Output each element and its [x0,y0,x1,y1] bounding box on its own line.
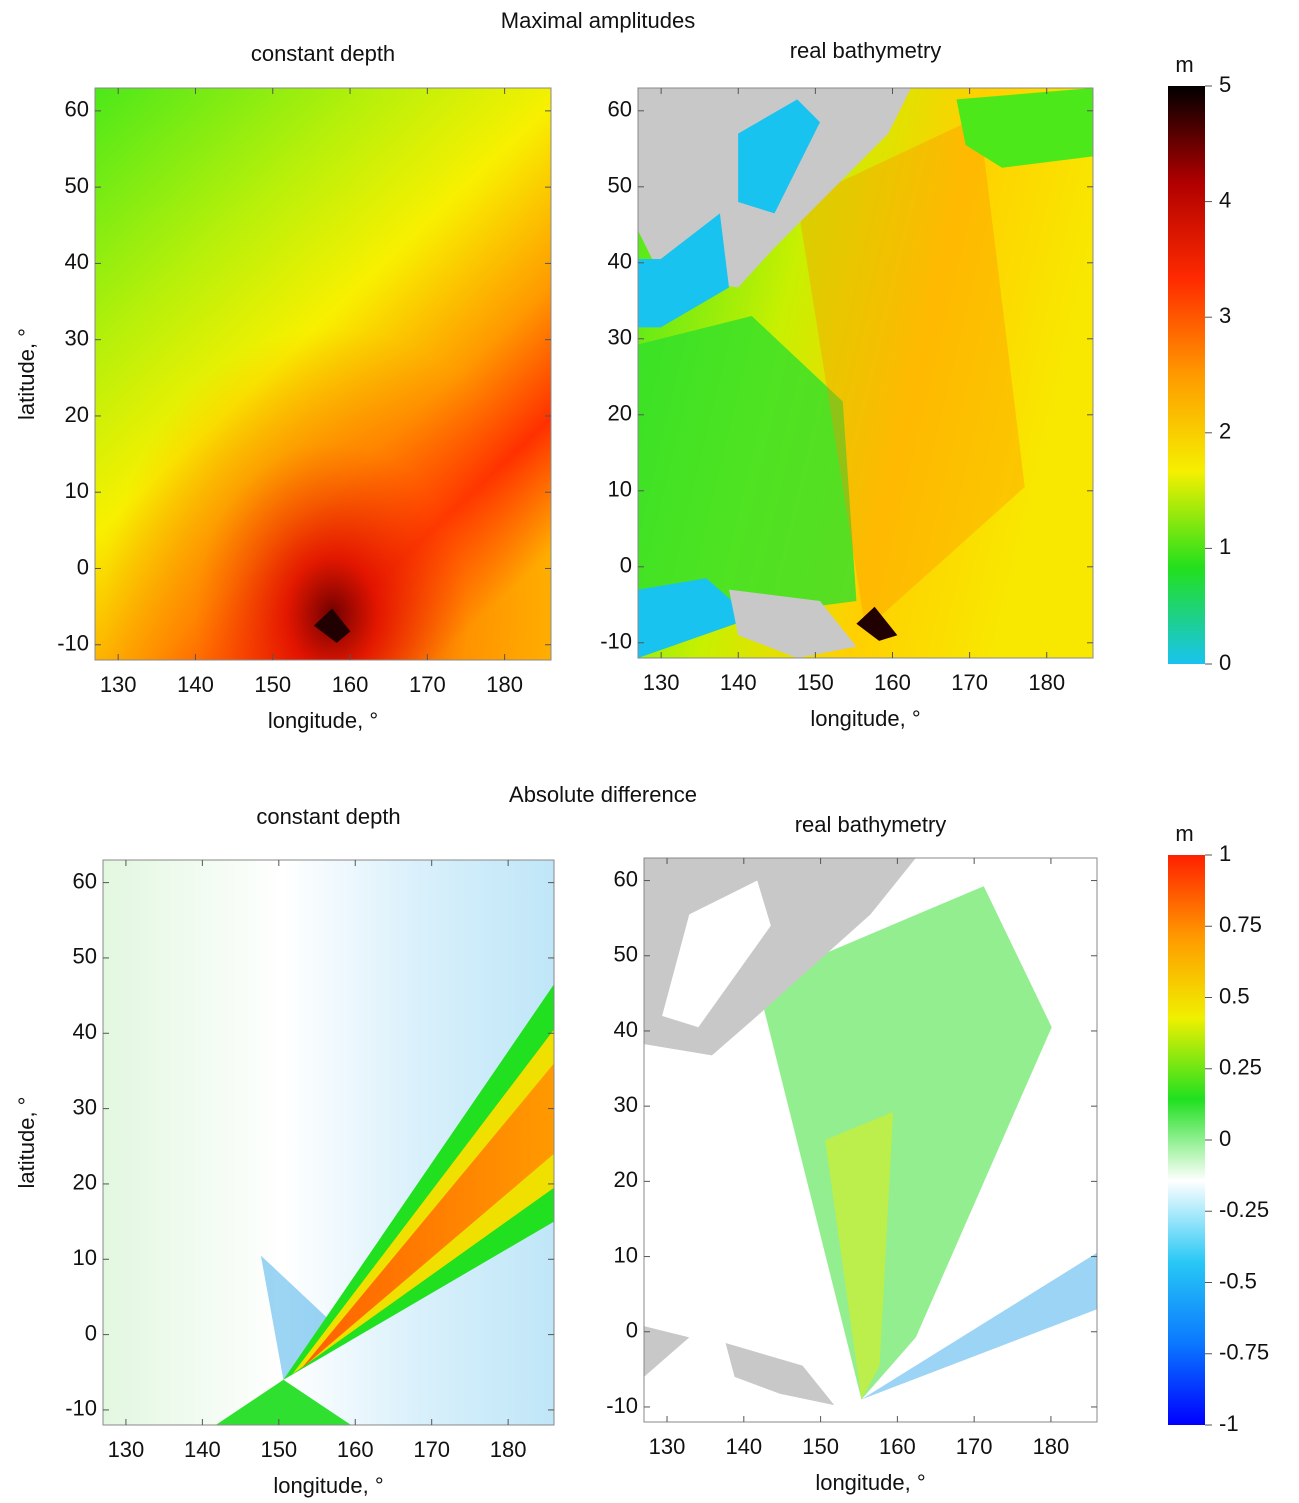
x-tick-label: 180 [486,672,523,697]
colorbar-tick-label: 3 [1219,303,1231,328]
y-tick-label: 50 [608,173,632,198]
colorbar-label: m [1175,52,1193,77]
x-tick-label: 130 [108,1437,145,1462]
x-tick-label: 170 [951,670,988,695]
x-axis-label: longitude, ° [810,706,920,731]
plot-frame [94,87,552,661]
y-axis-label: latitude, ° [14,1097,39,1189]
x-tick-label: 140 [720,670,757,695]
y-tick-label: 20 [65,402,89,427]
figure-title: Maximal amplitudes [501,8,695,33]
x-tick-label: 180 [1033,1434,1070,1459]
colorbar-tick-label: 0.75 [1219,912,1262,937]
y-tick-label: 30 [614,1092,638,1117]
colorbar-tick-label: -0.5 [1219,1268,1257,1293]
x-tick-label: 150 [797,670,834,695]
x-tick-label: 150 [260,1437,297,1462]
colorbar-tick-label: 4 [1219,187,1231,212]
y-tick-label: 60 [65,97,89,122]
y-tick-label: -10 [606,1393,638,1418]
colorbar-tick-label: 0 [1219,1126,1231,1151]
figure-title: Absolute difference [509,782,697,807]
colorbar-tick-label: -0.25 [1219,1197,1269,1222]
panel-title: real bathymetry [795,812,947,837]
heatmap-field [95,88,551,660]
y-tick-label: -10 [65,1396,97,1421]
y-tick-label: 30 [65,325,89,350]
y-tick-label: 50 [65,173,89,198]
x-tick-label: 160 [874,670,911,695]
colorbar [1168,86,1205,664]
y-tick-label: 30 [608,325,632,350]
y-tick-label: 0 [620,553,632,578]
y-tick-label: 10 [65,478,89,503]
x-tick-label: 160 [879,1434,916,1459]
x-tick-label: 160 [332,672,369,697]
colorbar-tick-label: -0.75 [1219,1340,1269,1365]
y-tick-label: 40 [608,249,632,274]
x-tick-label: 170 [409,672,446,697]
y-tick-label: 20 [608,401,632,426]
y-tick-label: 40 [614,1017,638,1042]
colorbar-tick-label: 2 [1219,419,1231,444]
y-tick-label: 10 [608,477,632,502]
plot-frame [637,87,1094,659]
heatmap-field [103,860,554,1425]
x-tick-label: 150 [254,672,291,697]
y-tick-label: 60 [73,868,97,893]
heatmap-field [644,858,1097,1422]
plot-frame [102,859,555,1426]
y-tick-label: 10 [614,1242,638,1267]
y-tick-label: 20 [73,1170,97,1195]
panel-title: constant depth [251,41,395,66]
x-tick-label: 130 [100,672,137,697]
colorbar-label: m [1175,821,1193,846]
y-tick-label: 30 [73,1094,97,1119]
y-tick-label: 20 [614,1167,638,1192]
y-tick-label: 0 [85,1320,97,1345]
colorbar [1168,855,1205,1425]
plot-frame [643,857,1098,1423]
x-tick-label: 170 [956,1434,993,1459]
y-tick-label: 50 [73,944,97,969]
y-tick-label: -10 [57,631,89,656]
x-tick-label: 140 [177,672,214,697]
y-axis-label: latitude, ° [14,328,39,420]
colorbar-tick-label: 1 [1219,841,1231,866]
colorbar-tick-label: 5 [1219,72,1231,97]
colorbar-tick-label: 0.25 [1219,1055,1262,1080]
x-tick-label: 130 [649,1434,686,1459]
x-axis-label: longitude, ° [273,1473,383,1498]
x-tick-label: 170 [413,1437,450,1462]
y-tick-label: 40 [73,1019,97,1044]
panel-title: real bathymetry [790,38,942,63]
x-tick-label: 180 [490,1437,527,1462]
y-tick-label: 10 [73,1245,97,1270]
y-tick-label: 40 [65,249,89,274]
x-tick-label: 150 [802,1434,839,1459]
x-tick-label: 130 [643,670,680,695]
x-tick-label: 140 [184,1437,221,1462]
x-tick-label: 180 [1028,670,1065,695]
y-tick-label: 60 [614,866,638,891]
y-tick-label: 50 [614,942,638,967]
colorbar-tick-label: -1 [1219,1411,1239,1436]
x-axis-label: longitude, ° [268,708,378,733]
heatmap-field [638,88,1093,658]
y-tick-label: 0 [626,1318,638,1343]
colorbar-tick-label: 0.5 [1219,983,1250,1008]
x-tick-label: 160 [337,1437,374,1462]
x-tick-label: 140 [725,1434,762,1459]
y-tick-label: 0 [77,554,89,579]
y-tick-label: -10 [600,629,632,654]
panel-title: constant depth [256,804,400,829]
colorbar-tick-label: 1 [1219,534,1231,559]
y-tick-label: 60 [608,97,632,122]
colorbar-tick-label: 0 [1219,650,1231,675]
x-axis-label: longitude, ° [815,1470,925,1495]
